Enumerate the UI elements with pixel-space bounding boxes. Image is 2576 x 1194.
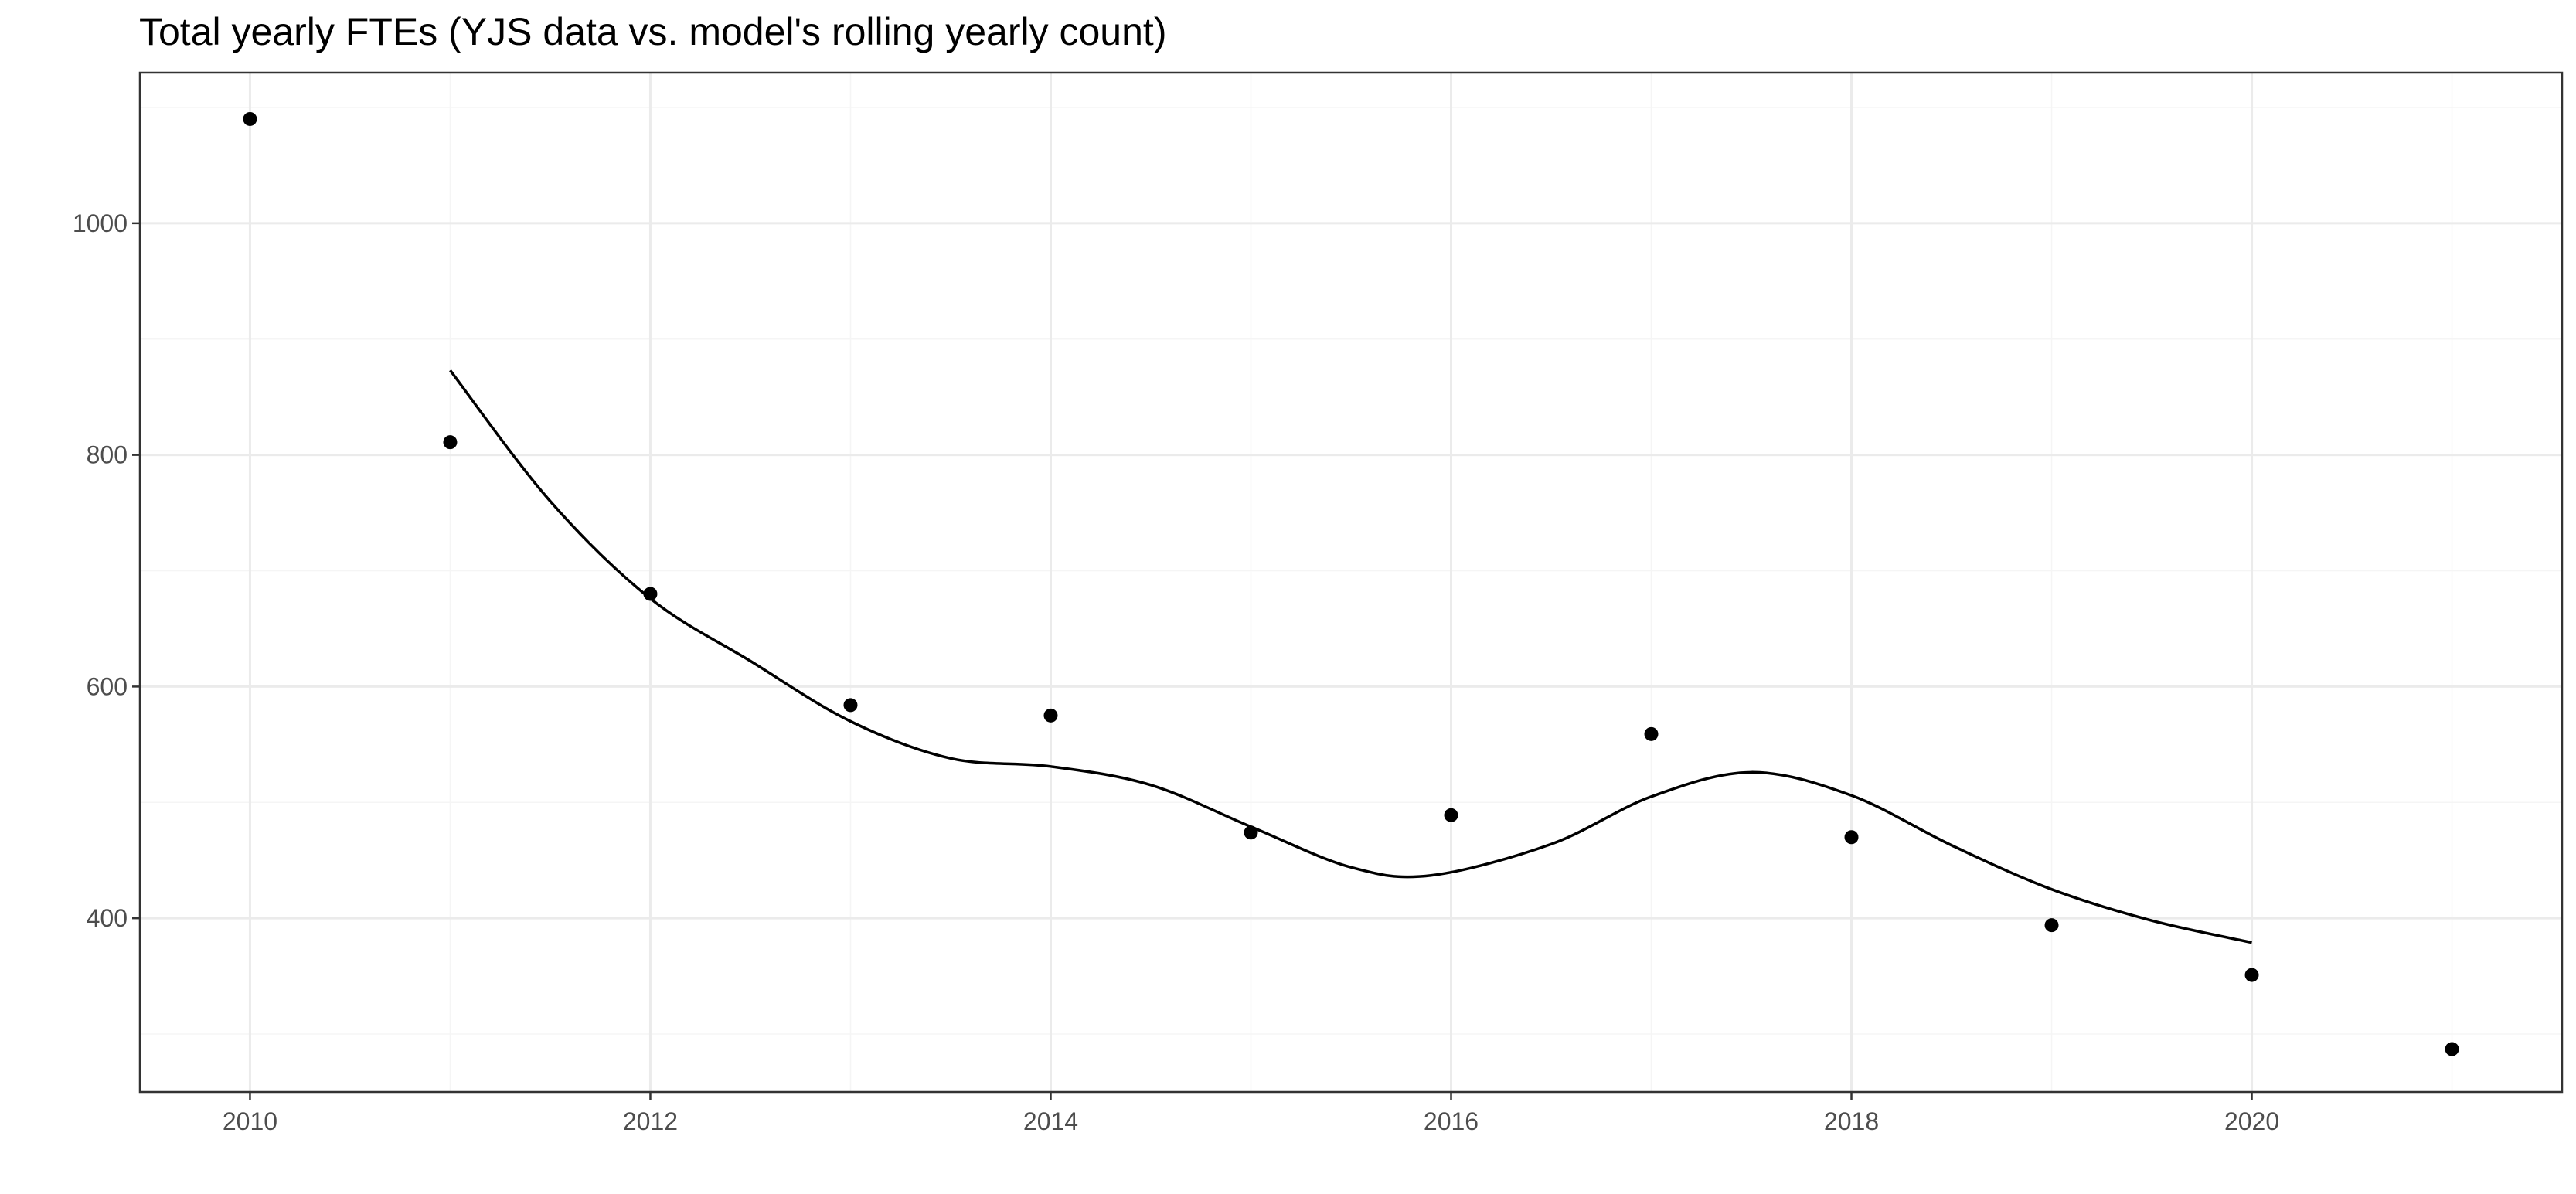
y-axis: 400 600 800 1000 <box>73 209 140 932</box>
data-point-2017 <box>1644 726 1659 741</box>
yjs-data-points <box>243 111 2459 1056</box>
x-tick-label: 2010 <box>223 1107 277 1135</box>
data-point-2014 <box>1043 708 1058 723</box>
x-tick-label: 2016 <box>1424 1107 1479 1135</box>
x-tick-label: 2020 <box>2224 1107 2279 1135</box>
data-point-2015 <box>1244 825 1258 840</box>
x-tick-label: 2014 <box>1023 1107 1078 1135</box>
rolling-count-line <box>449 369 2252 944</box>
data-point-2016 <box>1444 808 1458 822</box>
data-point-2011 <box>443 435 458 450</box>
x-axis: 2010 2012 2014 2016 2018 2020 <box>223 1092 2279 1135</box>
data-point-2020 <box>2244 968 2259 982</box>
major-gridlines <box>140 73 2562 1092</box>
chart-title: Total yearly FTEs (YJS data vs. model's … <box>139 10 1166 53</box>
x-tick-label: 2018 <box>1824 1107 1879 1135</box>
data-point-2012 <box>643 587 658 601</box>
minor-gridlines <box>140 73 2562 1092</box>
y-tick-label: 1000 <box>73 209 128 237</box>
data-point-2013 <box>843 698 858 713</box>
data-point-2010 <box>243 111 257 126</box>
data-point-2021 <box>2445 1042 2459 1056</box>
panel-border <box>138 71 2564 1094</box>
y-tick-label: 400 <box>87 904 128 932</box>
y-tick-label: 800 <box>87 441 128 469</box>
rolling-count-curve <box>449 369 2252 944</box>
x-tick-label: 2012 <box>623 1107 678 1135</box>
data-point-2019 <box>2044 918 2059 933</box>
y-tick-label: 600 <box>87 672 128 700</box>
data-point-2018 <box>1844 830 1859 845</box>
